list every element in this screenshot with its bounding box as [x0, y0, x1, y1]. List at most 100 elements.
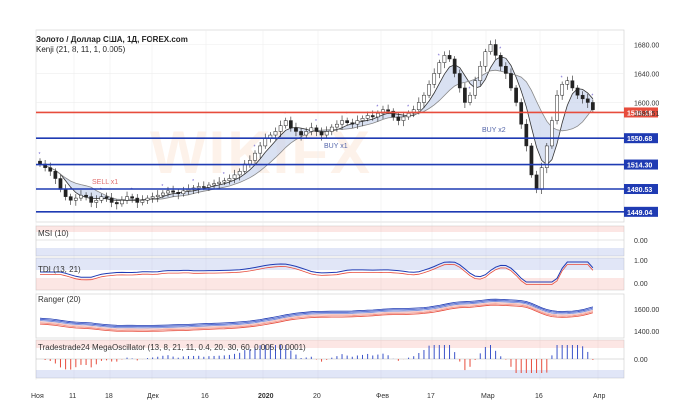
level-badge	[624, 159, 658, 170]
svg-text:*: *	[161, 184, 163, 190]
candle	[360, 115, 365, 127]
candle	[447, 50, 452, 62]
ranger-title: Ranger (20)	[38, 295, 81, 304]
candle: *	[560, 75, 565, 100]
price-tick-label: 1600.00	[634, 100, 659, 107]
level-badge	[624, 107, 658, 118]
level-badge-label: 1449.04	[627, 210, 652, 217]
indicator-label: Kenji (21, 8, 11, 1, 0.005)	[36, 45, 126, 54]
candle	[355, 115, 360, 129]
candle	[232, 169, 237, 184]
candle	[463, 82, 467, 108]
svg-text:*: *	[591, 94, 593, 100]
svg-text:*: *	[223, 172, 225, 178]
candle	[196, 182, 201, 194]
time-axis: Ноя 11 18 Дек 16 2020 20 Фев 17 Мар 16 Апр	[31, 393, 605, 400]
ranger-axis-1600: 1600.00	[634, 307, 659, 314]
candle	[493, 39, 498, 60]
ranger-band-line	[39, 304, 594, 332]
candle	[416, 97, 421, 115]
candle	[73, 194, 78, 206]
time-tick-label: 16	[201, 393, 209, 400]
candle: *	[437, 54, 442, 79]
candle	[176, 189, 181, 200]
candle	[84, 192, 88, 201]
support-resistance-levels: 1586.18 1550.68 1514.30 1480.53 1449.04	[36, 107, 658, 217]
level-badge-label: 1550.68	[627, 136, 652, 143]
candle: *	[68, 188, 73, 205]
time-tick-label: Ноя	[31, 393, 44, 400]
candle	[350, 118, 355, 128]
candle: *	[314, 119, 319, 137]
level-badge	[624, 184, 658, 195]
ranger-band-line	[39, 299, 594, 328]
candle	[135, 194, 140, 208]
time-tick-label: 16	[535, 393, 543, 400]
candle	[258, 141, 262, 159]
candle	[329, 124, 334, 136]
candle	[145, 195, 150, 205]
time-tick-label: Апр	[593, 393, 605, 400]
candle	[120, 196, 124, 207]
ranger-axis-1400: 1400.00	[634, 329, 659, 336]
level-badge-label: 1480.53	[627, 187, 652, 194]
candle	[335, 120, 339, 132]
candle: *	[130, 188, 134, 203]
svg-text:*: *	[131, 188, 133, 194]
megaoscillator-panel	[35, 339, 625, 379]
candle: *	[591, 94, 595, 113]
candle	[457, 69, 462, 93]
price-tick-label: 1585.51	[634, 111, 659, 118]
candle: *	[253, 144, 257, 166]
candle	[565, 76, 570, 90]
level-badge-label: 1586.18	[627, 110, 652, 117]
candle	[570, 75, 575, 91]
candle	[217, 177, 222, 190]
candle	[478, 61, 483, 86]
candle	[43, 160, 47, 172]
svg-text:*: *	[100, 188, 102, 194]
candle	[309, 122, 314, 136]
candle	[288, 116, 293, 132]
candle	[432, 68, 437, 89]
candle	[411, 105, 416, 118]
svg-text:*: *	[438, 54, 440, 60]
candle	[242, 160, 247, 175]
candle	[555, 90, 559, 125]
mega-title: Tradestrade24 MegaOscillator (13, 8, 21,…	[38, 343, 306, 352]
time-tick-label: 11	[69, 393, 76, 400]
candle	[304, 127, 309, 138]
candle: *	[529, 137, 534, 178]
ranger-band-line	[39, 301, 594, 329]
tdi-signal-line	[40, 264, 594, 285]
svg-text:*: *	[192, 179, 194, 185]
candle	[268, 132, 273, 143]
candle	[396, 112, 401, 126]
candle	[391, 108, 396, 121]
tdi-title: TDI (13, 21)	[38, 265, 81, 274]
chart-title: Золото / Доллар США, 1Д, FOREX.com	[36, 35, 188, 44]
buy-x2-label: BUY x2	[482, 127, 506, 134]
time-tick-label: 20	[313, 393, 321, 400]
candle	[125, 191, 129, 205]
buy-x1-label: BUY x1	[324, 143, 348, 150]
candle: *	[161, 184, 165, 199]
tdi-panel	[35, 257, 625, 291]
candle: *	[468, 86, 472, 106]
svg-text:*: *	[39, 152, 41, 158]
candle	[140, 195, 145, 206]
time-tick-label: Фев	[376, 393, 389, 400]
candle	[427, 80, 431, 99]
tdi-axis-1: 1.00	[634, 258, 648, 265]
svg-text:*: *	[561, 75, 563, 81]
candle	[580, 91, 585, 104]
time-tick-label: Мар	[481, 393, 495, 400]
level-badge	[624, 133, 658, 144]
candle	[263, 133, 268, 149]
candle	[422, 92, 426, 108]
candle	[340, 115, 344, 130]
candle: *	[498, 46, 503, 71]
candle	[104, 192, 109, 202]
